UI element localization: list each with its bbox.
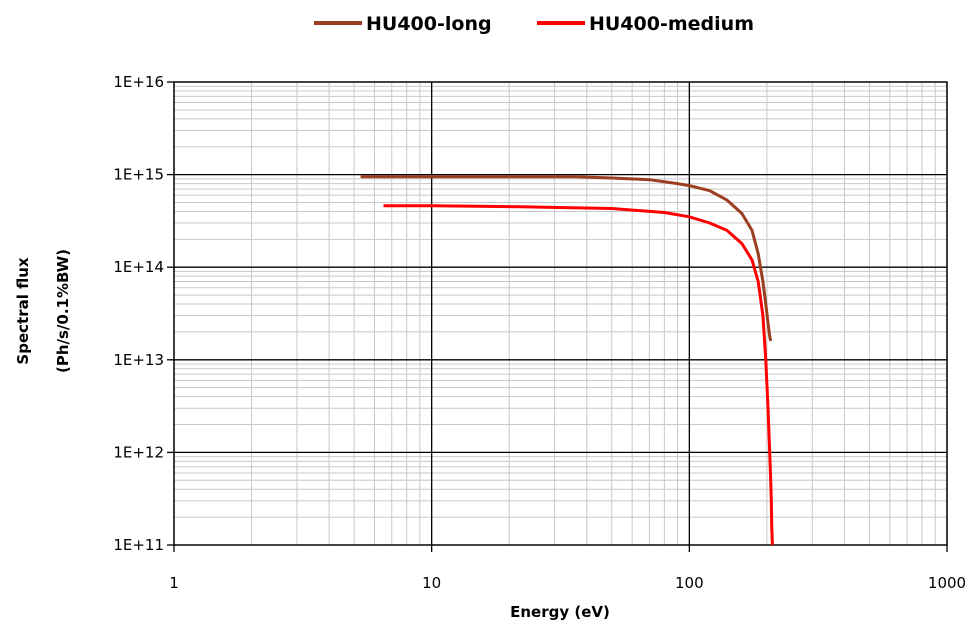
x-tick-label: 10 (422, 574, 441, 592)
plot-frame (173, 81, 948, 546)
y-tick-label: 1E+12 (113, 443, 164, 461)
y-axis-title-line2: (Ph/s/0.1%BW) (54, 249, 72, 373)
y-tick-label: 1E+14 (113, 258, 164, 276)
y-tick-label: 1E+11 (113, 536, 164, 554)
y-tick-label: 1E+13 (113, 351, 164, 369)
x-tick-label: 1000 (928, 574, 966, 592)
series-line-hu400-medium (383, 204, 774, 546)
legend-label-hu400-medium: HU400-medium (589, 13, 754, 35)
plot-area: 1 10 100 1000 1E+11 1E+12 1E+13 1E+14 1E+15 1E+16 (113, 73, 966, 592)
y-tick-label: 1E+16 (113, 73, 164, 91)
x-tick-label: 1 (169, 574, 179, 592)
x-tick-label: 100 (675, 574, 704, 592)
series-line-hu400-long (360, 175, 773, 342)
legend-label-hu400-long: HU400-long (366, 13, 492, 35)
x-axis-title: Energy (eV) (510, 603, 610, 621)
y-tick-label: 1E+15 (113, 166, 164, 184)
legend: HU400-long HU400-medium (314, 13, 754, 35)
y-axis-title-line1: Spectral flux (14, 257, 32, 364)
